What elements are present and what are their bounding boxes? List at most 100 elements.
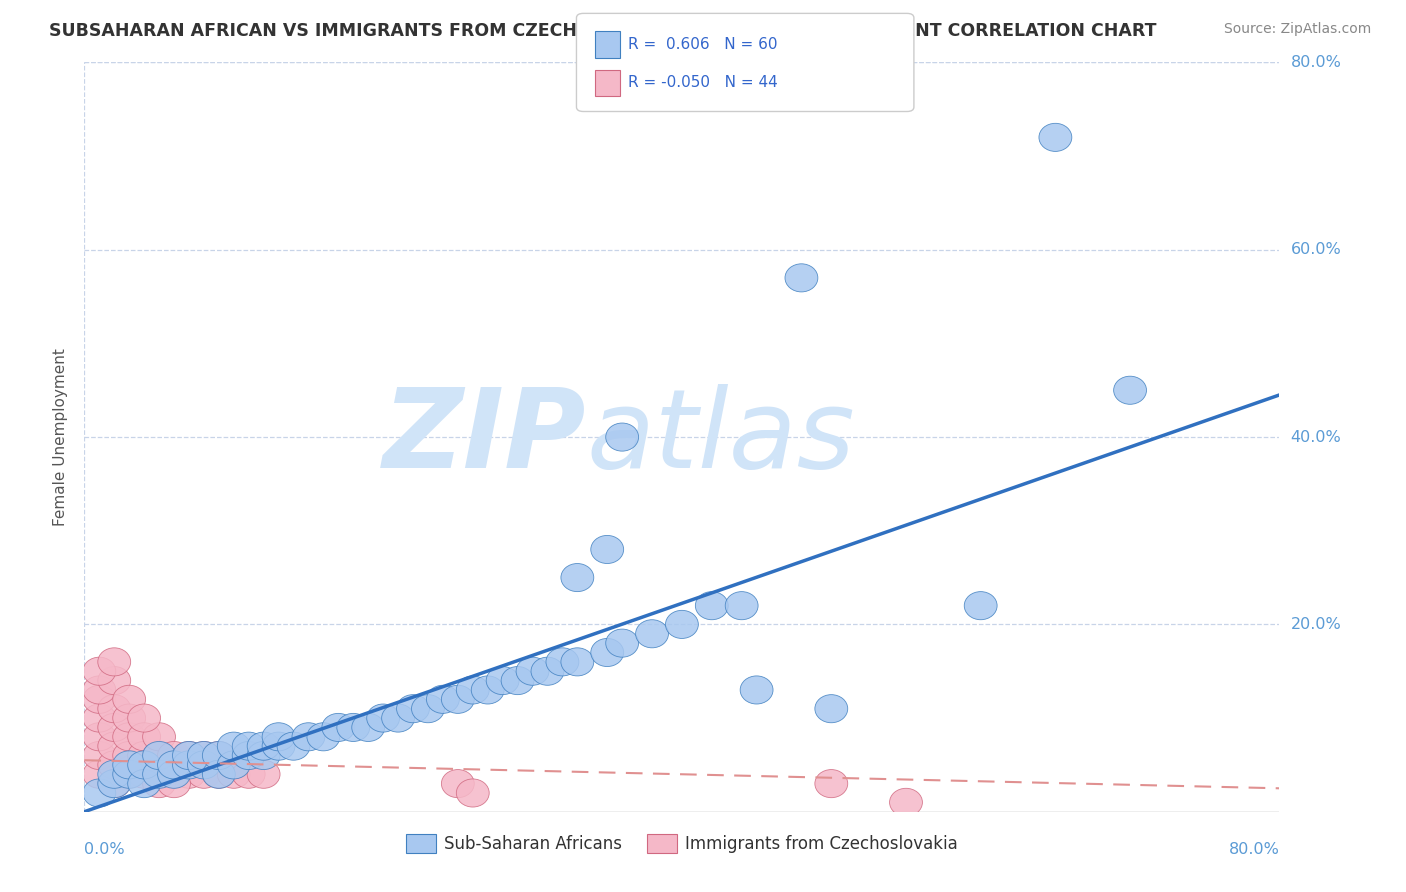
Ellipse shape [112,723,146,751]
Ellipse shape [441,685,474,714]
Ellipse shape [142,760,176,789]
Ellipse shape [516,657,548,685]
Ellipse shape [142,723,176,751]
Ellipse shape [83,760,115,789]
Ellipse shape [785,264,818,292]
Ellipse shape [218,760,250,789]
Ellipse shape [262,723,295,751]
Ellipse shape [112,685,146,714]
Ellipse shape [247,760,280,789]
Ellipse shape [740,676,773,704]
Ellipse shape [112,760,146,789]
Ellipse shape [546,648,579,676]
Ellipse shape [486,666,519,695]
Ellipse shape [157,751,190,779]
Ellipse shape [83,779,115,807]
Ellipse shape [98,770,131,797]
Ellipse shape [218,751,250,779]
Ellipse shape [173,751,205,779]
Ellipse shape [202,760,235,789]
Ellipse shape [367,704,399,732]
Ellipse shape [247,732,280,760]
Ellipse shape [98,751,131,779]
Ellipse shape [277,732,309,760]
Ellipse shape [591,639,624,666]
Ellipse shape [157,760,190,789]
Ellipse shape [98,770,131,797]
Text: SUBSAHARAN AFRICAN VS IMMIGRANTS FROM CZECHOSLOVAKIA FEMALE UNEMPLOYMENT CORRELA: SUBSAHARAN AFRICAN VS IMMIGRANTS FROM CZ… [49,22,1157,40]
Ellipse shape [471,676,505,704]
Ellipse shape [83,685,115,714]
Ellipse shape [426,685,460,714]
Ellipse shape [218,732,250,760]
Ellipse shape [1039,123,1071,152]
Ellipse shape [561,564,593,591]
Ellipse shape [157,760,190,789]
Ellipse shape [247,741,280,770]
Ellipse shape [202,741,235,770]
Ellipse shape [1114,376,1146,404]
Ellipse shape [232,732,266,760]
Ellipse shape [112,741,146,770]
Ellipse shape [98,714,131,741]
Ellipse shape [128,741,160,770]
Ellipse shape [396,695,429,723]
Ellipse shape [112,760,146,789]
Ellipse shape [606,423,638,451]
Text: Source: ZipAtlas.com: Source: ZipAtlas.com [1223,22,1371,37]
Ellipse shape [187,741,221,770]
Ellipse shape [83,676,115,704]
Text: 20.0%: 20.0% [1291,617,1341,632]
Ellipse shape [98,732,131,760]
Ellipse shape [83,723,115,751]
Ellipse shape [815,695,848,723]
Ellipse shape [112,704,146,732]
Ellipse shape [561,648,593,676]
Ellipse shape [83,704,115,732]
Ellipse shape [307,723,340,751]
Ellipse shape [173,760,205,789]
Ellipse shape [187,760,221,789]
Ellipse shape [98,760,131,789]
Y-axis label: Female Unemployment: Female Unemployment [53,348,69,526]
Ellipse shape [232,741,266,770]
Text: 80.0%: 80.0% [1229,842,1279,857]
Ellipse shape [412,695,444,723]
Ellipse shape [98,648,131,676]
Ellipse shape [665,610,699,639]
Ellipse shape [142,741,176,770]
Ellipse shape [202,741,235,770]
Ellipse shape [128,760,160,789]
Ellipse shape [441,770,474,797]
Ellipse shape [636,620,668,648]
Ellipse shape [187,741,221,770]
Ellipse shape [112,751,146,779]
Ellipse shape [381,704,415,732]
Text: atlas: atlas [586,384,855,491]
Ellipse shape [352,714,385,741]
Ellipse shape [501,666,534,695]
Ellipse shape [142,760,176,789]
Ellipse shape [337,714,370,741]
Ellipse shape [292,723,325,751]
Ellipse shape [157,770,190,797]
Ellipse shape [457,779,489,807]
Text: ZIP: ZIP [382,384,586,491]
Ellipse shape [696,591,728,620]
Ellipse shape [157,741,190,770]
Ellipse shape [591,535,624,564]
Text: 40.0%: 40.0% [1291,430,1341,444]
Ellipse shape [83,741,115,770]
Ellipse shape [218,751,250,779]
Ellipse shape [128,723,160,751]
Ellipse shape [725,591,758,620]
Legend: Sub-Saharan Africans, Immigrants from Czechoslovakia: Sub-Saharan Africans, Immigrants from Cz… [399,827,965,860]
Ellipse shape [187,751,221,779]
Ellipse shape [262,732,295,760]
Ellipse shape [815,770,848,797]
Ellipse shape [531,657,564,685]
Text: 80.0%: 80.0% [1291,55,1341,70]
Text: R =  0.606   N = 60: R = 0.606 N = 60 [628,37,778,52]
Ellipse shape [83,657,115,685]
Ellipse shape [232,760,266,789]
